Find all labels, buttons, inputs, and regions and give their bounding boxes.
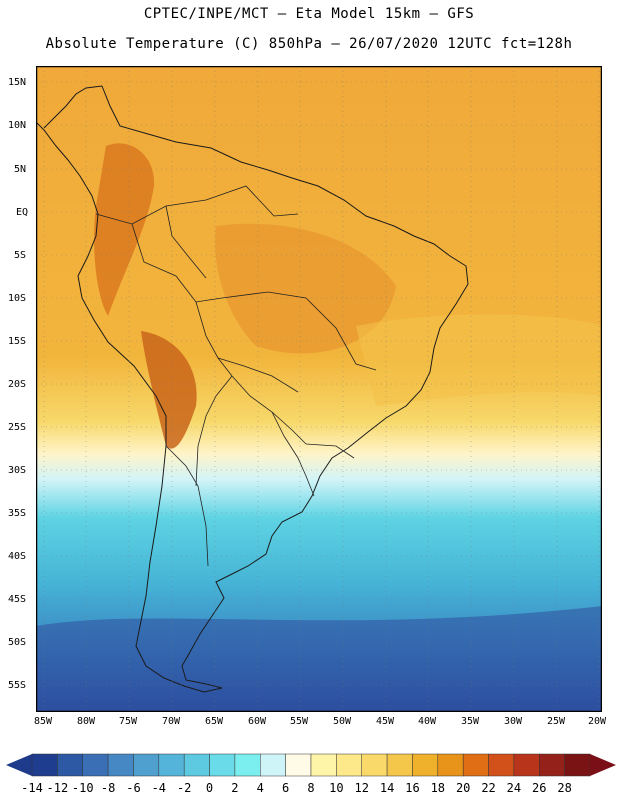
colorbar-swatch <box>31 753 58 777</box>
colorbar-tick-label: -6 <box>126 781 140 794</box>
lon-label: 35W <box>461 716 480 727</box>
colorbar-right-arrow <box>590 754 616 776</box>
colorbar-swatch <box>260 753 286 777</box>
lon-label: 40W <box>418 716 437 727</box>
colorbar-swatch <box>234 753 261 777</box>
colorbar-swatch <box>437 753 464 777</box>
colorbar-swatch <box>209 753 236 777</box>
colorbar-swatch <box>564 753 591 777</box>
colorbar: -14 -12 -10 -8 -6 -4 -2 0 2 4 6 8 10 12 14 16 18 20 22 24 26… <box>6 753 616 794</box>
colorbar-tick-label: 14 <box>380 781 394 794</box>
colorbar-swatch <box>336 753 362 777</box>
lon-label: 50W <box>333 716 352 727</box>
lat-label: 5N <box>14 164 27 175</box>
colorbar-tick-label: 6 <box>282 781 289 794</box>
lon-label: 60W <box>248 716 267 727</box>
colorbar-swatch <box>107 753 134 777</box>
colorbar-tick-label: 12 <box>355 781 369 794</box>
colorbar-tick-label: 18 <box>431 781 445 794</box>
colorbar-swatch <box>386 753 413 777</box>
lat-label: 15N <box>8 77 27 88</box>
lat-label: 15S <box>8 336 27 347</box>
warm-region-brazil <box>215 223 396 354</box>
colorbar-tick-label: 8 <box>307 781 314 794</box>
colorbar-swatch <box>462 753 489 777</box>
colorbar-swatches <box>31 753 591 777</box>
colorbar-tick-label: -4 <box>152 781 166 794</box>
lat-label: 10S <box>8 293 27 304</box>
colorbar-swatch <box>158 753 185 777</box>
cold-region-south <box>36 606 602 712</box>
temperature-map <box>36 66 602 712</box>
colorbar-left-arrow <box>6 754 32 776</box>
title-line-2: Absolute Temperature (C) 850hPa – 26/07/… <box>45 36 573 52</box>
colorbar-tick-label: 26 <box>532 781 546 794</box>
colorbar-swatch <box>539 753 565 777</box>
colorbar-swatch <box>412 753 439 777</box>
lat-label: 10N <box>8 120 27 131</box>
colorbar-tick-label: 2 <box>231 781 238 794</box>
colorbar-swatch <box>285 753 312 777</box>
lat-label: EQ <box>16 207 29 218</box>
lon-label: 85W <box>34 716 53 727</box>
colorbar-swatch <box>361 753 388 777</box>
lat-label: 40S <box>8 551 27 562</box>
colorbar-swatch <box>488 753 515 777</box>
colorbar-swatch <box>57 753 83 777</box>
colorbar-tick-label: -12 <box>47 781 69 794</box>
map-frame <box>36 66 602 712</box>
lat-label: 20S <box>8 379 27 390</box>
colorbar-tick-label: 10 <box>329 781 343 794</box>
colorbar-tick-label: -8 <box>101 781 115 794</box>
cool-region-atlantic <box>356 314 602 406</box>
colorbar-tick-label: 22 <box>481 781 495 794</box>
colorbar-tick-label: 16 <box>405 781 419 794</box>
lon-label: 65W <box>205 716 224 727</box>
colorbar-ticks: -14 -12 -10 -8 -6 -4 -2 0 2 4 6 8 10 12 14 16 18 20 22 24 26… <box>21 781 572 794</box>
lon-label: 25W <box>547 716 566 727</box>
lon-label: 30W <box>504 716 523 727</box>
south-america-coastline <box>36 85 469 693</box>
lat-label: 25S <box>8 422 27 433</box>
colorbar-tick-label: -10 <box>72 781 94 794</box>
lat-label: 5S <box>14 250 27 261</box>
colorbar-swatch <box>513 753 540 777</box>
lon-label: 70W <box>162 716 181 727</box>
colorbar-swatch <box>82 753 109 777</box>
colorbar-swatch <box>133 753 160 777</box>
lat-label: 35S <box>8 508 27 519</box>
colorbar-tick-label: 20 <box>456 781 470 794</box>
lat-label: 30S <box>8 465 27 476</box>
title-line-1: CPTEC/INPE/MCT – Eta Model 15km – GFS <box>143 6 475 22</box>
warm-region-andes-central <box>141 331 197 449</box>
lon-label: 20W <box>588 716 607 727</box>
colorbar-swatch <box>183 753 210 777</box>
lat-label: 50S <box>8 637 27 648</box>
colorbar-tick-label: 0 <box>206 781 213 794</box>
lat-label: 55S <box>8 680 27 691</box>
lon-label: 75W <box>119 716 138 727</box>
colorbar-tick-label: -2 <box>177 781 191 794</box>
lat-label: 45S <box>8 594 27 605</box>
colorbar-tick-label: 28 <box>557 781 571 794</box>
lon-label: 45W <box>376 716 395 727</box>
colorbar-tick-label: 24 <box>507 781 521 794</box>
lon-label: 80W <box>77 716 96 727</box>
colorbar-tick-label: 4 <box>257 781 264 794</box>
warm-region-andes-north <box>94 143 155 316</box>
colorbar-swatch <box>310 753 337 777</box>
colorbar-tick-label: -14 <box>21 781 43 794</box>
lon-label: 55W <box>290 716 309 727</box>
